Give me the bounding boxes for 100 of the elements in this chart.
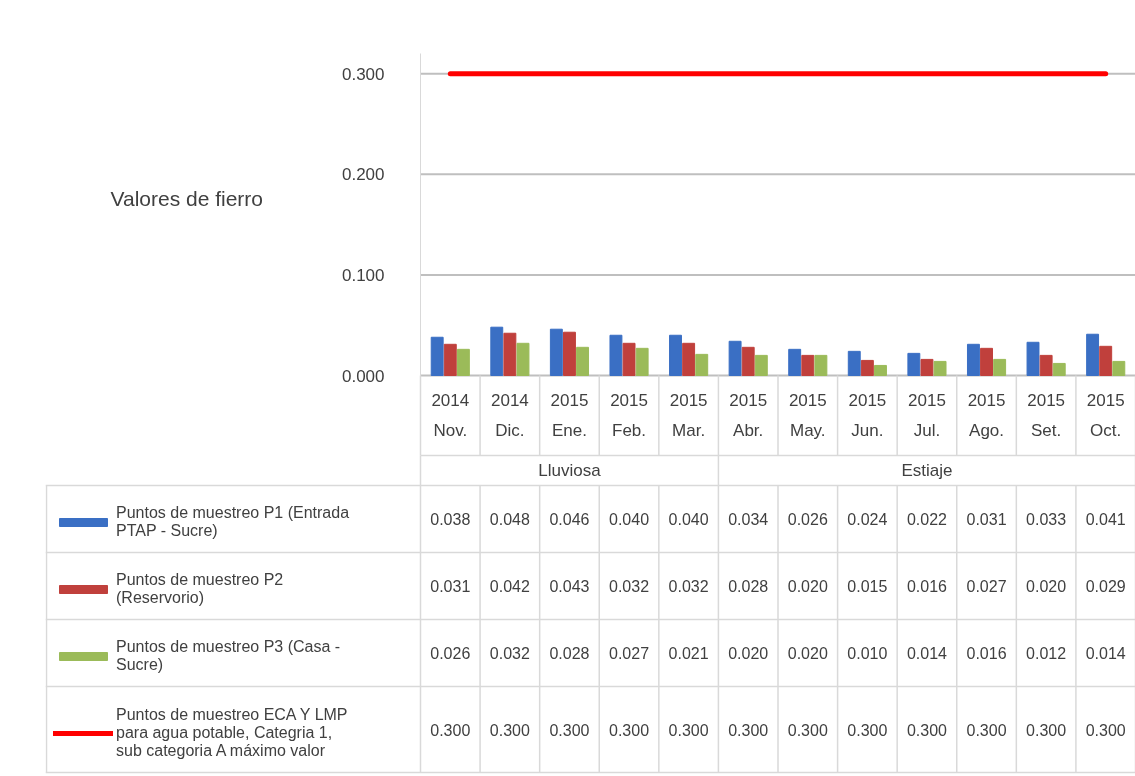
data-label: 0.032 <box>489 645 530 662</box>
data-label: 0.048 <box>489 511 530 528</box>
bar <box>635 347 649 376</box>
data-label: 0.028 <box>549 645 590 662</box>
data-label: 0.016 <box>966 645 1007 662</box>
bar <box>920 358 934 376</box>
data-label: 0.034 <box>728 511 769 528</box>
bar <box>622 342 636 376</box>
data-label: 0.041 <box>1085 511 1126 528</box>
bar <box>741 346 755 376</box>
data-label: 0.024 <box>847 511 888 528</box>
data-label: 0.020 <box>787 645 828 662</box>
data-label: 0.300 <box>430 721 471 739</box>
bar <box>993 358 1007 376</box>
data-label: 0.012 <box>1026 645 1067 662</box>
data-label: 0.026 <box>430 645 471 662</box>
data-label: 0.021 <box>668 645 709 662</box>
data-label: 0.020 <box>787 578 828 595</box>
data-label: 0.027 <box>609 645 650 662</box>
y-tick-label: 0.000 <box>341 366 385 386</box>
x-tick-label: 2015 Jul. <box>908 390 946 441</box>
bar <box>1086 333 1100 376</box>
data-label: 0.300 <box>966 721 1007 739</box>
bar <box>695 353 709 376</box>
bar <box>788 348 802 376</box>
y-tick-label: 0.100 <box>341 265 385 285</box>
legend-label: Puntos de muestreo P2 (Reservorio) <box>116 570 284 607</box>
data-label: 0.300 <box>549 721 590 739</box>
legend-label: Puntos de muestreo P3 (Casa - Sucre) <box>116 637 341 674</box>
data-label: 0.016 <box>906 578 948 595</box>
bar <box>576 346 590 376</box>
bar <box>1026 341 1040 376</box>
bar <box>549 328 563 376</box>
data-label: 0.300 <box>489 721 530 739</box>
bar <box>980 347 993 376</box>
bar <box>728 340 742 376</box>
data-label: 0.022 <box>906 511 948 528</box>
bar <box>1112 360 1126 376</box>
x-tick-label: 2015 Jun. <box>848 390 887 441</box>
bar <box>860 359 874 376</box>
bar <box>563 331 576 376</box>
data-label: 0.033 <box>1026 511 1067 528</box>
data-label: 0.040 <box>668 511 709 528</box>
x-tick-label: 2015 Ene. <box>550 390 589 441</box>
x-tick-label: 2015 Feb. <box>610 390 648 441</box>
text: Estiaje <box>901 461 953 480</box>
data-label: 0.026 <box>787 511 828 528</box>
data-label: 0.020 <box>1026 578 1067 595</box>
x-tick-label: 2015 Oct. <box>1086 390 1125 441</box>
x-tick-label: 2014 Dic. <box>490 390 529 441</box>
bar <box>874 364 887 376</box>
data-label: 0.300 <box>668 721 709 739</box>
data-label: 0.031 <box>430 578 471 595</box>
x-tick-label: 2015 Set. <box>1027 390 1066 441</box>
bar <box>801 354 815 376</box>
data-label: 0.010 <box>847 645 888 662</box>
bar <box>966 343 980 376</box>
data-label: 0.042 <box>489 578 530 595</box>
x-tick-label: 2015 Abr. <box>729 390 768 441</box>
data-label: 0.028 <box>728 578 769 595</box>
x-tick-label: 2015 Mar. <box>669 390 708 441</box>
bar <box>907 352 921 376</box>
data-label: 0.300 <box>728 721 769 739</box>
data-label: 0.029 <box>1085 578 1126 595</box>
bar <box>1099 345 1113 376</box>
bar <box>503 332 517 376</box>
bar <box>754 354 768 376</box>
y-tick-label: 0.200 <box>341 165 385 185</box>
data-label: 0.300 <box>847 721 888 739</box>
data-label: 0.300 <box>787 721 828 739</box>
data-label: 0.043 <box>549 578 590 595</box>
data-label: 0.014 <box>1085 645 1126 662</box>
data-label: 0.027 <box>966 578 1007 595</box>
data-label: 0.031 <box>966 511 1007 528</box>
text: Lluviosa <box>538 461 602 480</box>
data-label: 0.032 <box>668 578 709 595</box>
legend-label: Puntos de muestreo ECA Y LMP para agua potable, Categria 1, sub categoria A máximo valor <box>116 705 348 760</box>
bar <box>847 350 861 376</box>
bar <box>933 360 947 376</box>
bar <box>443 343 457 376</box>
bar <box>456 348 470 376</box>
bar <box>669 334 682 376</box>
x-tick-label: 2015 Ago. <box>967 390 1006 441</box>
data-label: 0.300 <box>609 721 650 739</box>
data-label: 0.032 <box>609 578 650 595</box>
data-label: 0.300 <box>1026 721 1067 739</box>
data-label: 0.014 <box>906 645 948 662</box>
bar <box>682 342 696 376</box>
data-label: 0.020 <box>728 645 769 662</box>
data-label: 0.038 <box>430 511 471 528</box>
bar <box>516 342 530 376</box>
data-label: 0.046 <box>549 511 590 528</box>
legend-label: Puntos de muestreo P1 (Entrada PTAP - Sucre) <box>116 503 350 540</box>
bar <box>1052 362 1066 376</box>
bar <box>814 354 828 376</box>
bar <box>609 334 623 376</box>
bar <box>1039 354 1053 376</box>
bar <box>490 326 504 376</box>
y-axis-title: Valores de fierro <box>110 186 264 210</box>
bar <box>430 336 444 376</box>
